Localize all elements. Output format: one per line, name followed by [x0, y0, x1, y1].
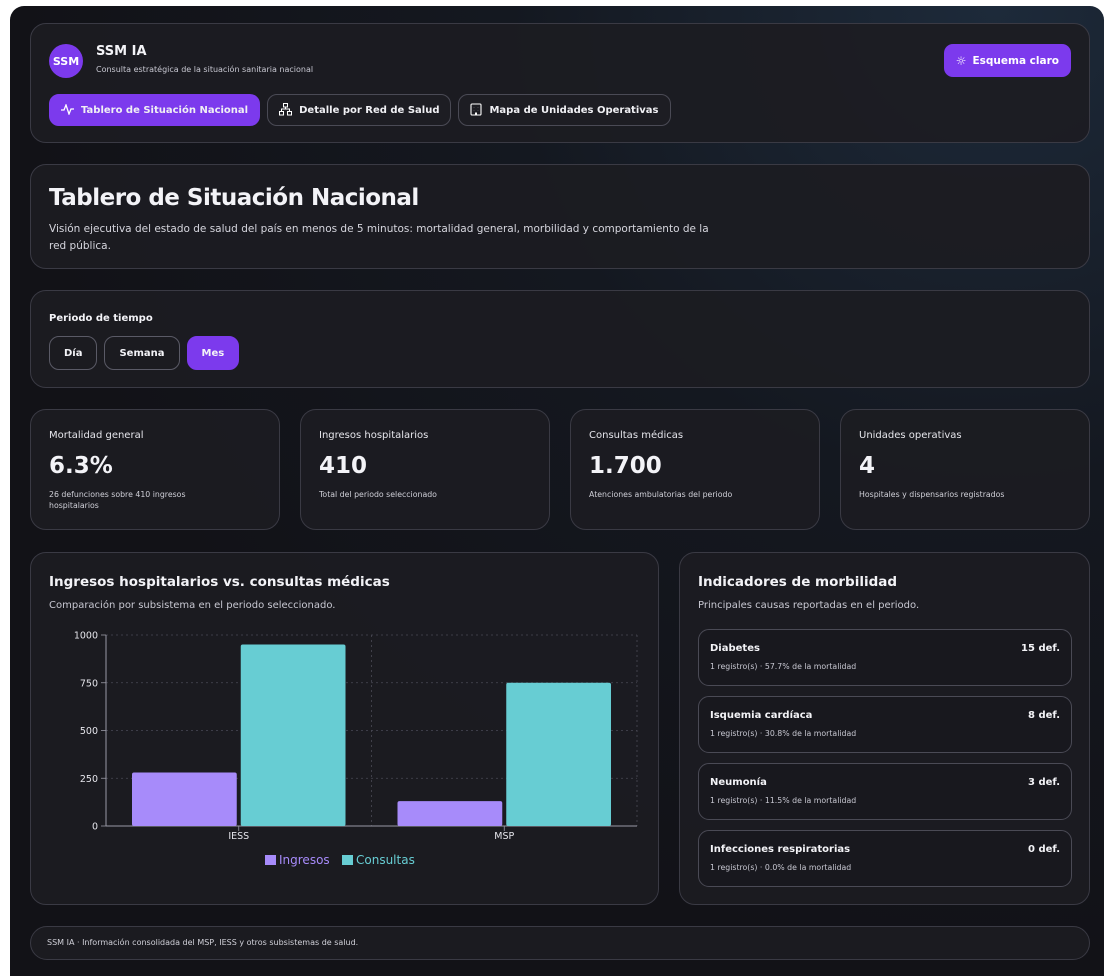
morbidity-count: 8 def.	[1028, 710, 1060, 721]
activity-icon	[61, 102, 74, 117]
page-title: Tablero de Situación Nacional	[49, 185, 419, 211]
app-subtitle: Consulta estratégica de la situación san…	[96, 65, 314, 74]
y-tick-label: 750	[80, 678, 98, 689]
morbidity-title: Indicadores de morbilidad	[698, 574, 898, 590]
morbidity-item[interactable]: Infecciones respiratorias 1 registro(s) …	[698, 830, 1072, 887]
theme-toggle-label: Esquema claro	[972, 54, 1059, 67]
period-options: Día Semana Mes	[49, 336, 240, 370]
morbidity-count: 15 def.	[1021, 643, 1060, 654]
kpi-value: 4	[859, 453, 876, 479]
legend-swatch	[342, 855, 353, 865]
tab-tablero-situacion[interactable]: Tablero de Situación Nacional	[49, 94, 261, 126]
morbidity-item[interactable]: Diabetes 1 registro(s) · 57.7% de la mor…	[698, 629, 1072, 686]
kpi-label: Unidades operativas	[859, 430, 962, 441]
morbidity-count: 0 def.	[1028, 844, 1060, 855]
network-icon	[279, 102, 293, 118]
kpi-label: Consultas médicas	[589, 430, 684, 441]
y-tick-label: 250	[80, 774, 98, 785]
page-header: Tablero de Situación Nacional Visión eje…	[30, 164, 1090, 269]
footer: SSM IA · Información consolidada del MSP…	[30, 926, 1090, 960]
legend-label: Ingresos	[279, 853, 330, 867]
morbidity-detail: 1 registro(s) · 30.8% de la mortalidad	[710, 729, 857, 738]
period-week-button[interactable]: Semana	[104, 336, 180, 370]
app-window: SSM SSM IA Consulta estratégica de la si…	[10, 6, 1104, 976]
y-tick-label: 0	[92, 822, 98, 833]
kpi-subtext: Hospitales y dispensarios registrados	[859, 490, 1005, 499]
kpi-unidades: Unidades operativas 4 Hospitales y dispe…	[840, 409, 1090, 530]
kpi-value: 1.700	[589, 453, 662, 479]
legend-label: Consultas	[356, 853, 415, 867]
period-selector: Periodo de tiempo Día Semana Mes	[30, 290, 1090, 388]
morbidity-item[interactable]: Neumonía 1 registro(s) · 11.5% de la mor…	[698, 763, 1072, 820]
tab-mapa-unidades[interactable]: Mapa de Unidades Operativas	[458, 94, 671, 126]
morbidity-detail: 1 registro(s) · 57.7% de la mortalidad	[710, 662, 857, 671]
kpi-consultas: Consultas médicas 1.700 Atenciones ambul…	[570, 409, 820, 530]
y-tick-label: 500	[80, 726, 98, 737]
period-day-button[interactable]: Día	[49, 336, 98, 370]
chart-card: Ingresos hospitalarios vs. consultas méd…	[30, 552, 659, 905]
morbidity-item[interactable]: Isquemia cardíaca 1 registro(s) · 30.8% …	[698, 696, 1072, 753]
morbidity-name: Infecciones respiratorias	[710, 844, 851, 855]
tab-label: Tablero de Situación Nacional	[81, 104, 249, 116]
tab-label: Detalle por Red de Salud	[299, 104, 440, 116]
kpi-value: 410	[319, 453, 368, 479]
y-tick-label: 1000	[74, 631, 98, 642]
bar-ingresos	[397, 801, 503, 826]
period-label: Periodo de tiempo	[49, 313, 153, 324]
bar-chart: 0 250 500 750 1000 IESS MSP Ingresos Consultas	[74, 631, 638, 867]
kpi-mortalidad: Mortalidad general 6.3% 26 defunciones s…	[30, 409, 280, 530]
chart-subtitle: Comparación por subsistema en el periodo…	[49, 600, 336, 611]
morbidity-name: Diabetes	[710, 643, 760, 654]
footer-text: SSM IA · Información consolidada del MSP…	[47, 938, 359, 947]
morbidity-name: Isquemia cardíaca	[710, 710, 813, 721]
tab-label: Mapa de Unidades Operativas	[489, 104, 659, 116]
building-icon	[470, 102, 483, 118]
tab-detalle-red[interactable]: Detalle por Red de Salud	[267, 94, 452, 126]
morbidity-card: Indicadores de morbilidad Principales ca…	[679, 552, 1090, 905]
morbidity-detail: 1 registro(s) · 11.5% de la mortalidad	[710, 796, 857, 805]
morbidity-detail: 1 registro(s) · 0.0% de la mortalidad	[710, 863, 852, 872]
period-month-button[interactable]: Mes	[186, 336, 240, 370]
x-tick-label: MSP	[494, 831, 514, 842]
kpi-subtext: Atenciones ambulatorias del periodo	[589, 490, 733, 499]
bar-consultas	[506, 682, 611, 826]
theme-toggle-button[interactable]: ☼ Esquema claro	[943, 44, 1071, 77]
kpi-value: 6.3%	[49, 453, 113, 479]
x-tick-label: IESS	[228, 831, 249, 842]
bar-ingresos	[132, 772, 237, 826]
bar-consultas	[240, 644, 346, 826]
kpi-subtext: 26 defunciones sobre 410 ingresos hospit…	[49, 490, 186, 510]
legend-swatch	[265, 855, 276, 865]
morbidity-name: Neumonía	[710, 777, 767, 788]
main-nav: Tablero de Situación Nacional Detalle po…	[49, 94, 671, 126]
morbidity-subtitle: Principales causas reportadas en el peri…	[698, 600, 920, 611]
kpi-label: Mortalidad general	[49, 430, 144, 441]
app-name: SSM IA	[96, 44, 147, 59]
chart-title: Ingresos hospitalarios vs. consultas méd…	[49, 574, 390, 590]
morbidity-count: 3 def.	[1028, 777, 1060, 788]
page-description: Visión ejecutiva del estado de salud del…	[49, 223, 709, 252]
kpi-label: Ingresos hospitalarios	[319, 430, 429, 441]
app-logo: SSM	[49, 44, 83, 78]
kpi-ingresos: Ingresos hospitalarios 410 Total del per…	[300, 409, 550, 530]
app-header: SSM SSM IA Consulta estratégica de la si…	[30, 23, 1090, 143]
sun-icon: ☼	[955, 53, 967, 68]
kpi-subtext: Total del periodo seleccionado	[319, 490, 437, 499]
